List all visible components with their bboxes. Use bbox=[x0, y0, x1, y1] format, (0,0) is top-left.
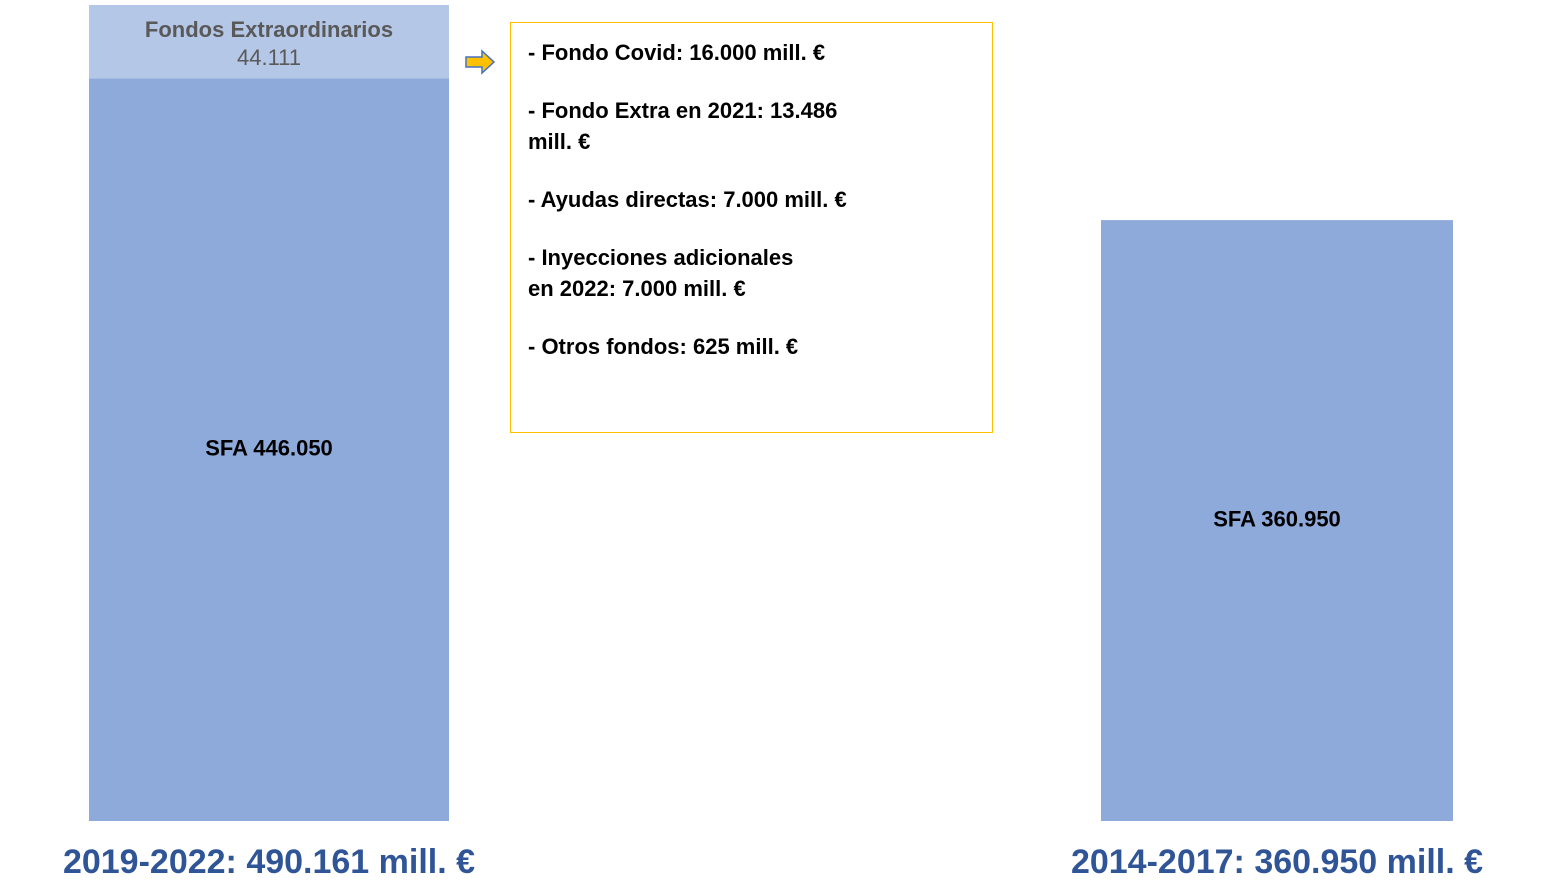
value-label: SFA 446.050 bbox=[205, 436, 333, 461]
annotation-item: - Ayudas directas: 7.000 mill. € bbox=[528, 184, 992, 215]
annotation-item: - Otros fondos: 625 mill. € bbox=[528, 331, 992, 362]
bar-segment bbox=[89, 5, 449, 79]
annotation-item: - Fondo Covid: 16.000 mill. € bbox=[528, 37, 992, 68]
annotation-line: - Fondo Covid: 16.000 mill. € bbox=[528, 40, 826, 65]
arrow bbox=[465, 49, 496, 75]
annotation-line: en 2022: 7.000 mill. € bbox=[528, 276, 746, 301]
category-label: 2019-2022: 490.161 mill. € bbox=[63, 843, 475, 881]
annotation-item: - Inyecciones adicionales en 2022: 7.000 … bbox=[528, 242, 992, 304]
annotation-line: - Inyecciones adicionales bbox=[528, 245, 794, 270]
annotation-line: - Otros fondos: 625 mill. € bbox=[528, 334, 799, 359]
category-label: 2014-2017: 360.950 mill. € bbox=[1071, 843, 1483, 881]
value-label: SFA 360.950 bbox=[1213, 506, 1341, 531]
annotation-line: - Ayudas directas: 7.000 mill. € bbox=[528, 187, 847, 212]
segment-name: Fondos Extraordinarios bbox=[145, 17, 393, 42]
bar-segment bbox=[1101, 220, 1453, 821]
value-label: 44.111 bbox=[237, 45, 301, 70]
annotation-box: - Fondo Covid: 16.000 mill. € - Fondo Ext… bbox=[510, 22, 993, 433]
annotation-line: - Fondo Extra en 2021: 13.486 bbox=[528, 98, 838, 123]
annotation-line: mill. € bbox=[528, 129, 591, 154]
bar-segment bbox=[89, 78, 449, 821]
annotation-item: - Fondo Extra en 2021: 13.486 mill. € bbox=[528, 95, 992, 157]
